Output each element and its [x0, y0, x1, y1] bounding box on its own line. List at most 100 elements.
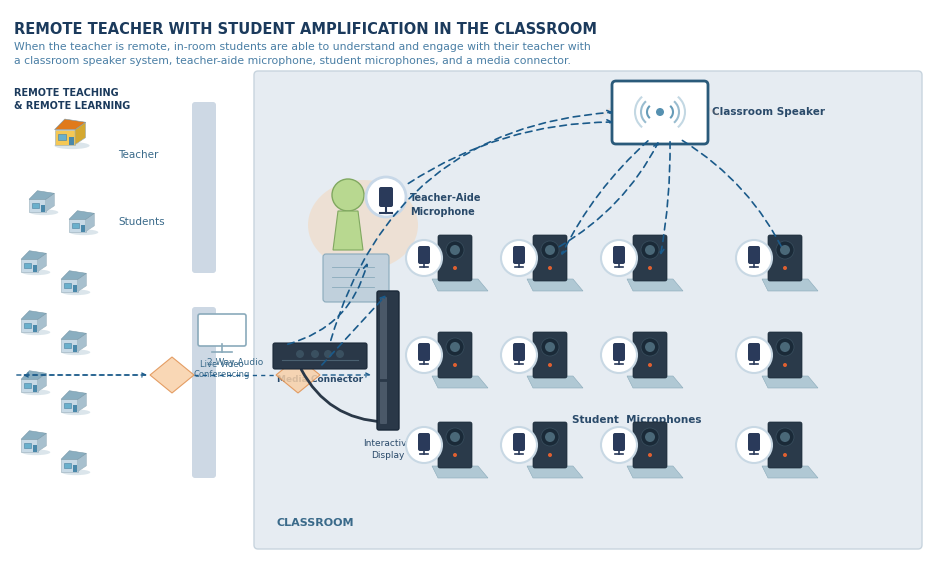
Polygon shape	[75, 122, 86, 130]
Ellipse shape	[308, 180, 418, 270]
Circle shape	[736, 427, 772, 463]
Polygon shape	[78, 394, 86, 399]
Polygon shape	[23, 323, 31, 328]
Text: Teacher-Aide: Teacher-Aide	[410, 193, 482, 203]
FancyBboxPatch shape	[192, 102, 216, 273]
Circle shape	[783, 453, 787, 457]
Circle shape	[736, 337, 772, 373]
Polygon shape	[81, 225, 85, 232]
Circle shape	[601, 337, 637, 373]
Text: Students: Students	[118, 217, 165, 227]
FancyBboxPatch shape	[513, 433, 525, 451]
Text: 2-Way Audio: 2-Way Audio	[206, 358, 263, 367]
Polygon shape	[61, 391, 86, 399]
Text: Classroom Speaker: Classroom Speaker	[712, 107, 825, 117]
Polygon shape	[527, 279, 583, 291]
Polygon shape	[150, 357, 194, 393]
Circle shape	[501, 240, 537, 276]
Circle shape	[545, 342, 555, 352]
Circle shape	[450, 342, 460, 352]
Polygon shape	[63, 463, 71, 468]
FancyBboxPatch shape	[513, 246, 525, 264]
FancyBboxPatch shape	[379, 187, 393, 207]
Circle shape	[648, 363, 652, 367]
Text: When the teacher is remote, in-room students are able to understand and engage w: When the teacher is remote, in-room stud…	[14, 42, 591, 52]
Circle shape	[648, 453, 652, 457]
Circle shape	[645, 432, 655, 442]
Circle shape	[446, 241, 464, 259]
Polygon shape	[78, 273, 86, 292]
Circle shape	[736, 240, 772, 276]
Polygon shape	[75, 122, 86, 145]
Polygon shape	[61, 331, 86, 339]
Circle shape	[541, 428, 559, 446]
Polygon shape	[55, 130, 75, 145]
Text: Interactive: Interactive	[364, 439, 413, 448]
FancyBboxPatch shape	[192, 307, 216, 478]
Polygon shape	[38, 434, 46, 451]
Polygon shape	[61, 399, 78, 411]
Circle shape	[453, 363, 457, 367]
Polygon shape	[21, 251, 46, 259]
Text: a classroom speaker system, teacher-aide microphone, student microphones, and a : a classroom speaker system, teacher-aide…	[14, 56, 571, 66]
FancyBboxPatch shape	[533, 422, 567, 468]
FancyBboxPatch shape	[323, 254, 389, 302]
Polygon shape	[86, 213, 94, 232]
Polygon shape	[61, 459, 78, 471]
FancyBboxPatch shape	[612, 81, 708, 144]
Ellipse shape	[61, 349, 90, 355]
Circle shape	[450, 432, 460, 442]
Circle shape	[641, 428, 659, 446]
FancyBboxPatch shape	[748, 343, 760, 361]
Text: REMOTE TEACHING: REMOTE TEACHING	[14, 88, 119, 98]
Polygon shape	[333, 211, 363, 250]
Ellipse shape	[21, 450, 50, 455]
Circle shape	[783, 266, 787, 270]
Polygon shape	[23, 383, 31, 388]
FancyBboxPatch shape	[438, 235, 472, 281]
FancyBboxPatch shape	[418, 343, 430, 361]
Polygon shape	[432, 279, 488, 291]
Polygon shape	[46, 193, 54, 212]
FancyBboxPatch shape	[613, 246, 625, 264]
Polygon shape	[32, 202, 39, 208]
Polygon shape	[63, 403, 71, 408]
Polygon shape	[21, 431, 46, 439]
Circle shape	[601, 427, 637, 463]
Polygon shape	[627, 279, 683, 291]
Circle shape	[336, 350, 344, 358]
FancyBboxPatch shape	[418, 433, 430, 451]
FancyBboxPatch shape	[418, 246, 430, 264]
Polygon shape	[38, 374, 46, 391]
Circle shape	[332, 179, 364, 211]
Polygon shape	[38, 253, 46, 272]
Ellipse shape	[21, 269, 50, 275]
Polygon shape	[73, 285, 76, 292]
Polygon shape	[73, 465, 76, 471]
Circle shape	[450, 245, 460, 255]
Polygon shape	[73, 345, 76, 352]
Polygon shape	[58, 134, 66, 140]
Polygon shape	[33, 265, 36, 272]
Polygon shape	[61, 339, 78, 352]
Text: Live Video: Live Video	[200, 360, 244, 369]
Circle shape	[311, 350, 319, 358]
Circle shape	[645, 342, 655, 352]
FancyBboxPatch shape	[273, 343, 367, 369]
Circle shape	[780, 342, 790, 352]
FancyBboxPatch shape	[513, 343, 525, 361]
Polygon shape	[23, 443, 31, 448]
Polygon shape	[21, 259, 38, 272]
Polygon shape	[33, 325, 36, 332]
Text: CLASSROOM: CLASSROOM	[276, 518, 353, 528]
Text: Display: Display	[371, 451, 405, 460]
Circle shape	[641, 338, 659, 356]
Polygon shape	[276, 357, 320, 393]
Polygon shape	[21, 311, 46, 319]
Circle shape	[545, 245, 555, 255]
Circle shape	[406, 240, 442, 276]
Polygon shape	[69, 210, 94, 219]
Polygon shape	[21, 371, 46, 379]
Circle shape	[446, 338, 464, 356]
Circle shape	[648, 266, 652, 270]
